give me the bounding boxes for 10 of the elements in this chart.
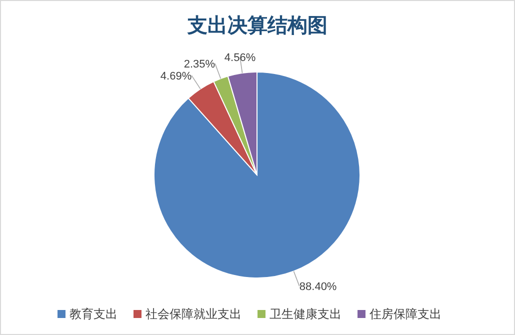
legend-label: 社会保障就业支出: [146, 307, 242, 321]
pie-slice: [154, 72, 360, 278]
legend-label: 教育支出: [70, 307, 118, 321]
chart-title: 支出决算结构图: [186, 15, 328, 37]
legend-label: 卫生健康支出: [270, 307, 342, 321]
data-label: 4.56%: [224, 52, 256, 64]
data-label: 2.35%: [184, 58, 216, 71]
data-label: 88.40%: [299, 281, 337, 294]
legend-label: 住房保障支出: [368, 307, 442, 321]
data-label: 4.69%: [160, 70, 192, 83]
